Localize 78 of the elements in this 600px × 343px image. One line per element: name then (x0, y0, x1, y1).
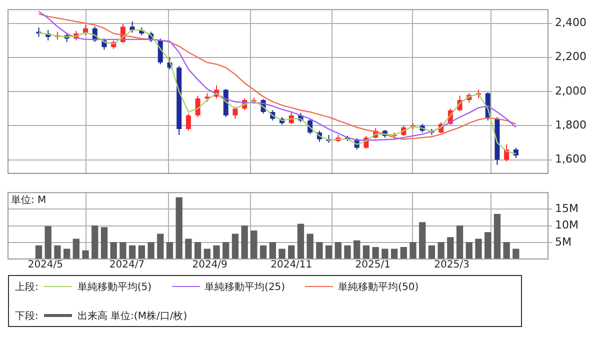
bar (82, 250, 89, 259)
bar (72, 238, 80, 259)
bar (484, 232, 492, 259)
bar (213, 245, 220, 259)
bar (400, 247, 407, 259)
bar (194, 242, 202, 259)
x-tick-label: 2025/1 (355, 260, 390, 271)
candlestick (232, 106, 238, 120)
bar (447, 237, 454, 259)
bar (35, 245, 42, 259)
bar (503, 242, 510, 259)
bar (316, 242, 323, 259)
bar (176, 197, 182, 259)
bar (354, 240, 360, 259)
candlestick (504, 144, 510, 162)
bar (92, 225, 98, 259)
bar (419, 222, 426, 259)
x-tick-label: 2024/11 (270, 260, 312, 271)
bar (241, 225, 248, 259)
bar (110, 242, 117, 259)
y-tick-label: 2,400 (555, 16, 586, 30)
annotation: 単位: M (11, 194, 46, 206)
bar (288, 245, 295, 259)
bar (362, 245, 370, 259)
bar (428, 245, 436, 259)
legend-label: 単純移動平均(25) (204, 280, 286, 294)
bar (166, 242, 174, 259)
bar (138, 245, 145, 259)
bar (278, 248, 286, 259)
bar (128, 245, 136, 259)
x-tick-label: 2024/9 (192, 260, 228, 271)
y-tick-label: 2,200 (555, 50, 586, 64)
bar (148, 242, 154, 259)
bar (297, 224, 304, 259)
y-tick-label: 5M (555, 235, 572, 248)
bar (494, 214, 501, 259)
bar (63, 248, 70, 259)
candlestick (186, 113, 191, 132)
bar (456, 225, 464, 259)
candlestick (130, 21, 135, 34)
bar (120, 242, 126, 259)
bar (222, 242, 230, 259)
bar (44, 226, 52, 259)
y-tick-label: 15M (555, 202, 578, 216)
bar (157, 234, 164, 259)
bar (100, 227, 108, 259)
bar (390, 248, 398, 259)
y-tick-label: 1,800 (555, 118, 586, 132)
x-tick-label: 2024/7 (109, 260, 145, 271)
bar (466, 242, 472, 259)
bar (475, 238, 482, 259)
bar (438, 242, 444, 259)
x-tick-label: 2024/5 (28, 260, 64, 271)
bar (372, 247, 379, 259)
legend-label: 単純移動平均(5) (77, 280, 152, 294)
x-tick-label: 2025/3 (434, 260, 470, 271)
bar (512, 248, 520, 259)
legend-title: 上段: (15, 280, 38, 294)
bar (269, 242, 276, 259)
bar (204, 248, 210, 259)
bar (325, 245, 332, 259)
bar (334, 242, 342, 259)
bar (410, 242, 416, 259)
bar (344, 245, 351, 259)
legend-label: 出来高 単位:(M株/口/枚) (77, 310, 188, 322)
legend-label: 単純移動平均(50) (338, 280, 419, 294)
bar (382, 248, 388, 259)
bar (185, 238, 192, 259)
y-tick-label: 1,600 (555, 152, 586, 166)
bar (232, 234, 239, 259)
y-tick-label: 2,000 (555, 84, 586, 98)
bar (260, 245, 267, 259)
legend-title: 下段: (15, 310, 38, 322)
bar (306, 234, 314, 259)
bar (54, 245, 61, 259)
bar (250, 230, 258, 259)
candlestick (195, 95, 200, 118)
y-tick-label: 10M (555, 218, 578, 232)
